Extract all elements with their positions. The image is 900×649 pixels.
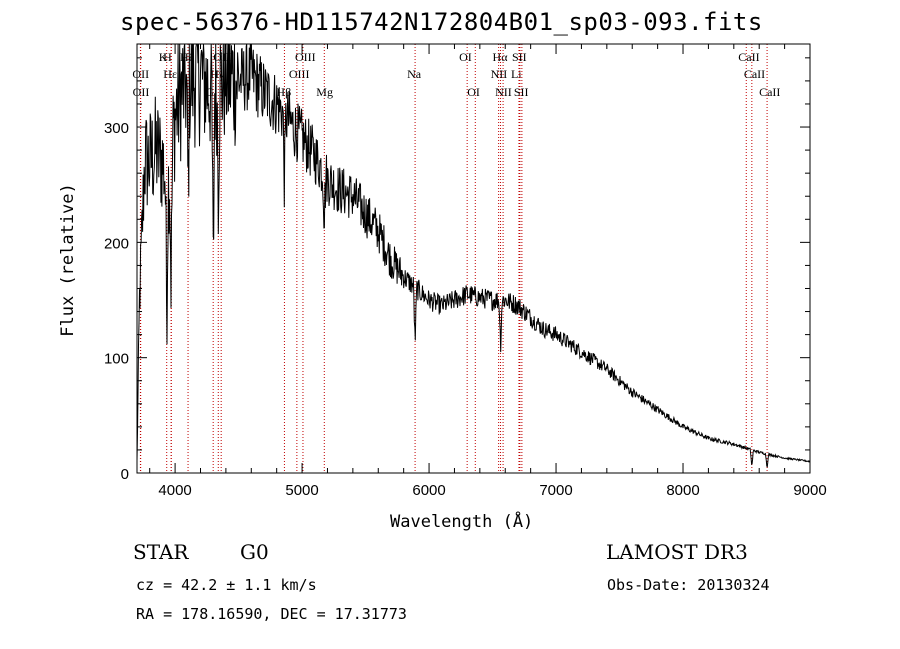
spectral-line-label: SII bbox=[514, 85, 529, 99]
spectral-line-label: Na bbox=[407, 67, 422, 81]
spectral-line-label: Mg bbox=[316, 85, 333, 99]
y-tick-label: 0 bbox=[121, 466, 129, 483]
spectral-line-label: Hα bbox=[493, 50, 509, 64]
observation-date: Obs-Date: 20130324 bbox=[607, 576, 770, 594]
y-tick-label: 100 bbox=[104, 351, 129, 368]
ra-dec-coordinates: RA = 178.16590, DEC = 17.31773 bbox=[136, 605, 407, 623]
survey-name: LAMOST DR3 bbox=[606, 540, 748, 564]
y-tick-label: 300 bbox=[104, 120, 129, 137]
object-class: G0 bbox=[240, 540, 269, 564]
spectral-line-label: Li bbox=[511, 67, 522, 81]
x-tick-label: 8000 bbox=[666, 482, 699, 499]
spectral-line-label: NII bbox=[491, 67, 508, 81]
spectral-line-label: OIII bbox=[289, 67, 310, 81]
x-axis-label: Wavelength (Å) bbox=[390, 512, 534, 532]
y-tick-label: 200 bbox=[104, 235, 129, 252]
x-tick-label: 9000 bbox=[793, 482, 826, 499]
x-tick-label: 6000 bbox=[412, 482, 445, 499]
spectral-line-label: CaII bbox=[744, 67, 765, 81]
spectral-line-label: H bbox=[163, 50, 172, 64]
spectral-line-label: OII bbox=[133, 85, 150, 99]
spectral-line-label: OI bbox=[467, 85, 480, 99]
x-tick-label: 4000 bbox=[158, 482, 191, 499]
redshift-cz: cz = 42.2 ± 1.1 km/s bbox=[136, 576, 317, 594]
x-tick-label: 5000 bbox=[285, 482, 318, 499]
spectral-line-label: SII bbox=[512, 50, 527, 64]
y-axis-label: Flux (relative) bbox=[58, 183, 78, 337]
spectral-line-label: Hε bbox=[163, 67, 177, 81]
spectral-line-label: CaII bbox=[759, 85, 780, 99]
spectral-line-label: K bbox=[159, 50, 168, 64]
spectrum-series-line bbox=[136, 43, 811, 468]
spectral-line-label: G bbox=[205, 85, 214, 99]
spectral-line-label: NII bbox=[495, 85, 512, 99]
x-tick-label: 7000 bbox=[539, 482, 572, 499]
spectral-line-label: CaII bbox=[738, 50, 759, 64]
plot-frame bbox=[136, 43, 811, 474]
spectral-line-label: OIII bbox=[295, 50, 316, 64]
object-type: STAR bbox=[133, 540, 189, 564]
chart-title: spec-56376-HD115742N172804B01_sp03-093.f… bbox=[120, 8, 763, 36]
spectral-line-label: OI bbox=[459, 50, 472, 64]
